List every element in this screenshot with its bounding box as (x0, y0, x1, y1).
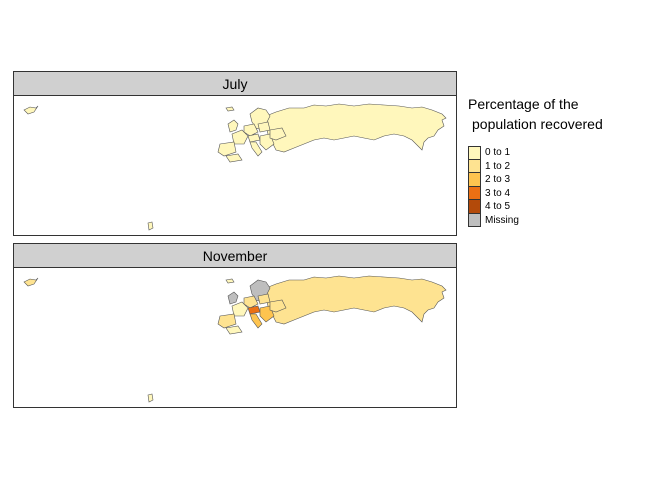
map-panel-november: November (13, 243, 457, 408)
map-july (23, 103, 447, 231)
region-south-island (147, 393, 154, 403)
region-north-africa (225, 153, 243, 163)
region-uk (227, 291, 239, 305)
legend-label: 2 to 3 (485, 174, 511, 186)
region-russia (265, 275, 447, 325)
region-ukraine (269, 127, 287, 141)
region-uk (227, 119, 239, 133)
legend-swatch (468, 173, 481, 187)
legend-title-line2: population recovered (472, 116, 603, 132)
map-panel-july: July (13, 71, 457, 236)
panel-title-november: November (14, 244, 456, 268)
legend-item: 3 to 4 (468, 186, 668, 200)
legend-swatch (468, 146, 481, 160)
region-ukraine (269, 299, 287, 313)
legend-item: Missing (468, 213, 668, 227)
region-italy (249, 313, 263, 329)
legend-item: 1 to 2 (468, 159, 668, 173)
region-germany (243, 123, 259, 137)
map-area-november (14, 268, 456, 407)
legend-label: Missing (485, 214, 519, 226)
panel-title-july: July (14, 72, 456, 96)
legend-item: 2 to 3 (468, 173, 668, 187)
map-november (23, 275, 447, 403)
region-iberia (217, 141, 237, 157)
legend-swatch (468, 200, 481, 214)
map-area-july (14, 96, 456, 235)
legend-label: 4 to 5 (485, 201, 511, 213)
region-germany (243, 295, 259, 309)
legend-item: 0 to 1 (468, 146, 668, 160)
legend-label: 3 to 4 (485, 187, 511, 199)
legend-title: Percentage of the population recovered (468, 94, 668, 134)
region-poland (257, 293, 271, 305)
region-iberia (217, 313, 237, 329)
region-west-islands (23, 277, 39, 287)
legend-swatch (468, 159, 481, 173)
region-iceland (225, 106, 235, 112)
region-italy (249, 141, 263, 157)
region-poland (257, 121, 271, 133)
legend-item: 4 to 5 (468, 200, 668, 214)
legend-swatch (468, 186, 481, 200)
legend-title-line1: Percentage of the (468, 96, 579, 112)
region-russia (265, 103, 447, 153)
legend-label: 0 to 1 (485, 147, 511, 159)
region-iceland (225, 278, 235, 284)
region-north-africa (225, 325, 243, 335)
legend-label: 1 to 2 (485, 160, 511, 172)
map-legend: Percentage of the population recovered 0… (468, 94, 668, 227)
legend-items: 0 to 1 1 to 2 2 to 3 3 to 4 4 to 5 Missi… (468, 146, 668, 227)
region-west-islands (23, 105, 39, 115)
region-south-island (147, 221, 154, 231)
legend-swatch (468, 213, 481, 227)
